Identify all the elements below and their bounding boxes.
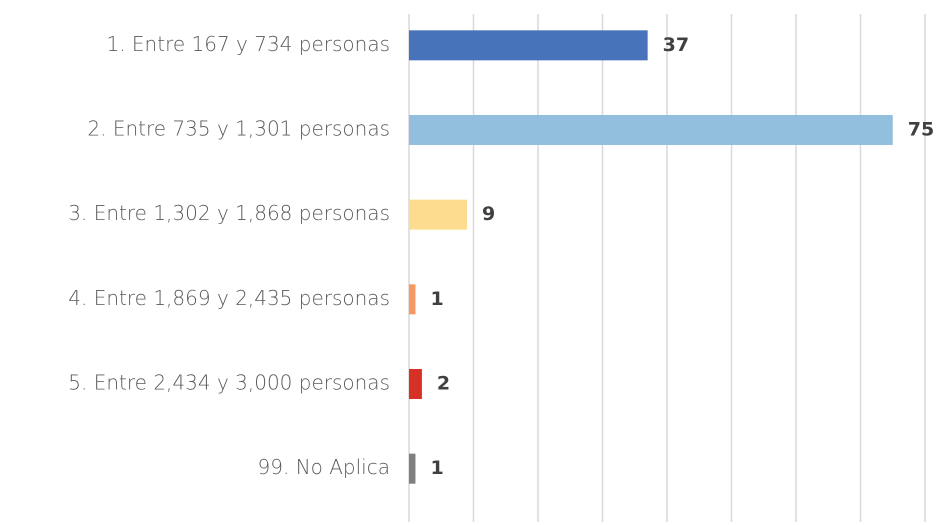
value-label: 9 — [482, 203, 495, 225]
category-label: 4. Entre 1,869 y 2,435 personas — [68, 286, 390, 310]
value-label: 37 — [663, 34, 689, 56]
category-label: 99. No Aplica — [258, 455, 390, 479]
category-label: 3. Entre 1,302 y 1,868 personas — [68, 201, 390, 225]
value-label: 1 — [430, 457, 443, 479]
bar — [409, 453, 416, 484]
category-label: 5. Entre 2,434 y 3,000 personas — [68, 371, 390, 395]
value-label: 1 — [430, 288, 443, 310]
category-label: 2. Entre 735 y 1,301 personas — [87, 117, 390, 141]
bar — [409, 30, 648, 61]
value-label: 2 — [437, 373, 450, 395]
bar — [409, 199, 468, 230]
value-label: 75 — [908, 119, 934, 141]
bar — [409, 115, 893, 145]
bar — [409, 369, 422, 399]
category-label: 1. Entre 167 y 734 personas — [106, 32, 390, 56]
bar — [409, 284, 416, 315]
